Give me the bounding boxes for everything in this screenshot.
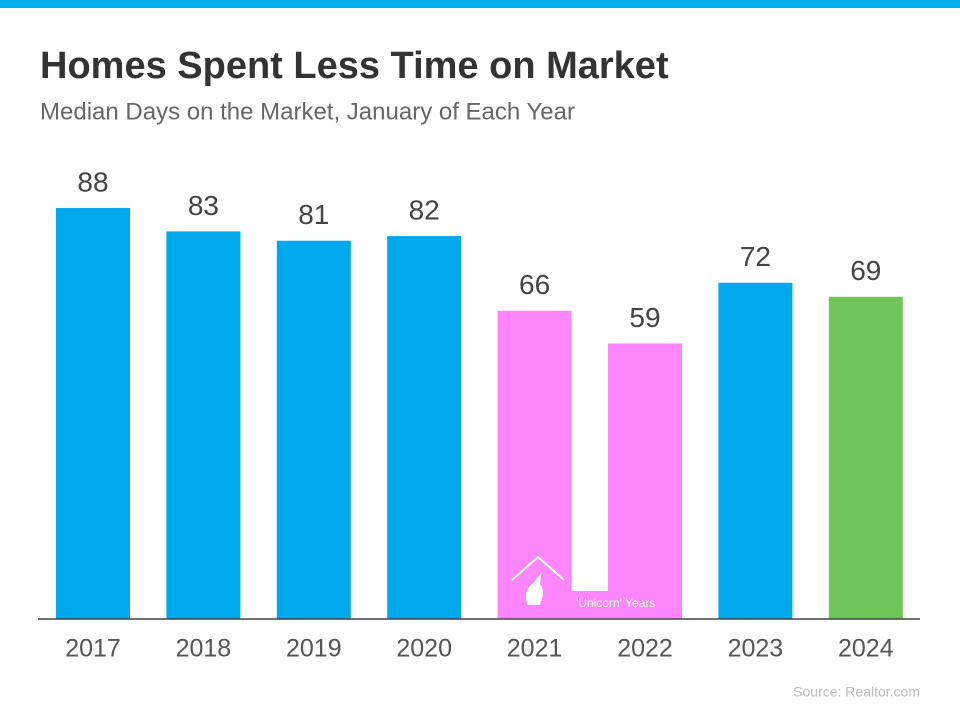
value-label: 66 <box>519 269 550 300</box>
bar <box>608 343 682 619</box>
x-tick-label: 2023 <box>728 635 784 663</box>
unicorn-icon <box>511 555 565 605</box>
x-tick-label: 2017 <box>65 635 121 663</box>
bar <box>387 236 462 619</box>
value-label: 81 <box>298 199 329 230</box>
value-label: 59 <box>629 302 660 333</box>
source: Source: Realtor.com <box>793 684 920 700</box>
bar <box>497 310 572 619</box>
x-tick-label: 2018 <box>176 635 232 663</box>
chart-subtitle: Median Days on the Market, January of Ea… <box>40 98 575 125</box>
bar <box>56 208 130 620</box>
bars: 88 2017 83 2018 81 2019 82 2020 66 2021 59 2022 72 20… <box>56 166 903 663</box>
chart-title: Homes Spent Less Time on Market <box>40 45 669 87</box>
annotation-box <box>570 591 682 619</box>
x-tick-label: 2021 <box>507 635 563 663</box>
value-label: 72 <box>740 241 771 272</box>
bar <box>166 231 241 619</box>
x-tick-label: 2020 <box>396 635 452 663</box>
value-label: 82 <box>409 194 440 225</box>
annotation: 'Unicorn' Years <box>576 596 655 610</box>
value-label: 88 <box>77 166 108 197</box>
x-tick-label: 2019 <box>286 635 342 663</box>
bar <box>718 282 793 619</box>
x-tick-label: 2024 <box>838 635 894 663</box>
top-band <box>0 0 960 8</box>
bar <box>276 240 351 620</box>
bar <box>828 296 903 619</box>
x-tick-label: 2022 <box>617 635 673 663</box>
value-label: 83 <box>188 190 219 221</box>
value-label: 69 <box>850 255 881 286</box>
